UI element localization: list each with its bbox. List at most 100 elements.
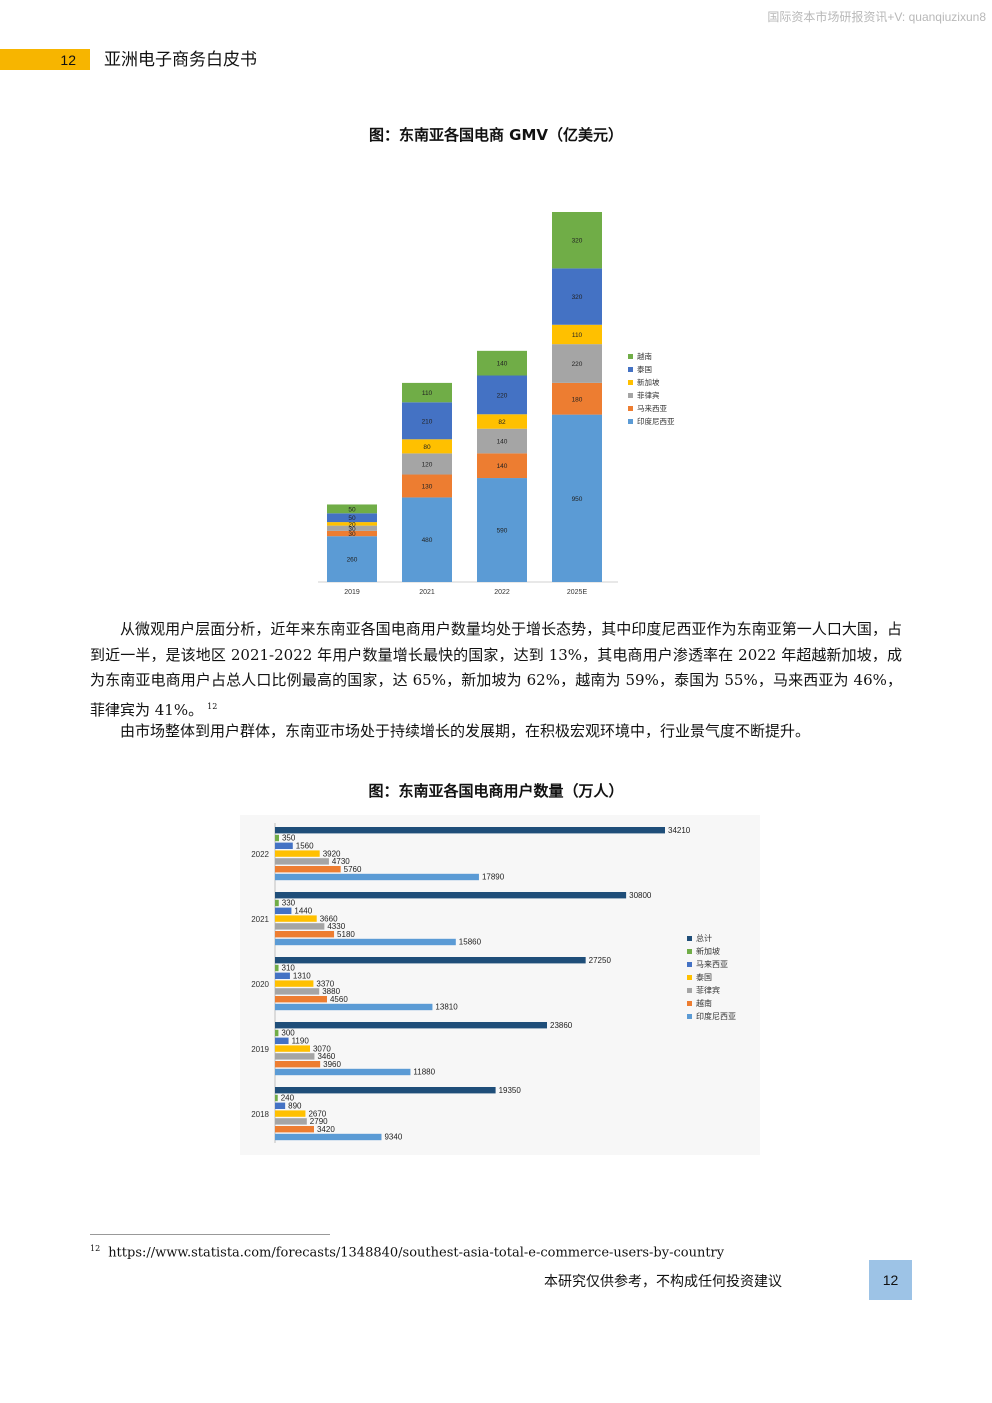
value-label-2020-s5: 4560 [330, 995, 348, 1004]
data-label-2019-s1: 30 [348, 531, 356, 538]
legend-label-5: 印度尼西亚 [637, 416, 675, 426]
value-label-2018-s2: 890 [288, 1102, 302, 1111]
bar-segment-2019-s4 [327, 513, 377, 523]
y-tick-label-2020: 2020 [251, 980, 269, 989]
legend-label-1: 泰国 [637, 364, 652, 374]
bar-2021-s6 [275, 938, 456, 946]
header-title: 亚洲电子商务白皮书 [104, 50, 257, 70]
legend-swatch-4 [628, 406, 633, 411]
bar-2018-s2 [275, 1102, 286, 1109]
value-label-2019-s0: 23860 [550, 1021, 573, 1030]
legend-label-4: 菲律宾 [696, 985, 720, 995]
bar-segment-2025E-s4 [552, 268, 602, 325]
bar-2020-s6 [275, 1003, 433, 1011]
legend-swatch-2 [628, 380, 633, 385]
value-label-2020-s6: 13810 [435, 1003, 458, 1012]
footer-disclaimer: 本研究仅供参考，不构成任何投资建议 [544, 1274, 782, 1290]
value-label-2018-s0: 19350 [499, 1086, 522, 1095]
legend-label-0: 总计 [696, 933, 712, 943]
bar-2021-s5 [275, 931, 335, 938]
bar-segment-2021-s5 [402, 382, 452, 403]
value-label-2019-s2: 1190 [292, 1037, 310, 1046]
data-label-2025E-s0: 950 [572, 496, 583, 503]
bar-2018-s6 [275, 1133, 382, 1141]
bar-2021-s0 [275, 892, 627, 899]
bar-segment-2025E-s3 [552, 324, 602, 345]
legend-label-2: 马来西亚 [696, 960, 728, 969]
legend-label-5: 越南 [696, 998, 712, 1008]
bar-2020-s5 [275, 996, 327, 1003]
value-label-2022-s1: 350 [282, 834, 296, 843]
value-label-2019-s1: 300 [281, 1029, 295, 1038]
bar-2018-s5 [275, 1126, 314, 1133]
value-label-2019-s5: 3960 [323, 1060, 341, 1069]
bar-2019-s5 [275, 1061, 321, 1068]
bar-2021-s4 [275, 923, 325, 930]
value-label-2018-s6: 9340 [384, 1133, 402, 1142]
bar-2019-s2 [275, 1037, 289, 1044]
legend-swatch-1 [628, 367, 633, 372]
legend-label-3: 泰国 [696, 972, 712, 982]
bar-segment-2022-s2 [477, 428, 527, 454]
bar-segment-2025E-s5 [552, 212, 602, 269]
figure2-title: 图：东南亚各国电商用户数量（万人） [368, 782, 624, 800]
bar-segment-2019-s2 [327, 525, 377, 531]
bar-2021-s3 [275, 915, 317, 922]
bar-2018-s1 [275, 1094, 278, 1102]
value-label-2018-s3: 2670 [308, 1109, 326, 1118]
footnote-reference[interactable]: 12 [207, 701, 218, 711]
value-label-2018-s1: 240 [281, 1094, 295, 1103]
y-tick-label-2021: 2021 [251, 915, 269, 924]
footer-page-number: 12 [869, 1260, 912, 1300]
bar-segment-2021-s2 [402, 453, 452, 475]
legend-label-4: 马来西亚 [637, 404, 667, 413]
bar-2020-s2 [275, 972, 290, 979]
bar-2019-s6 [275, 1068, 411, 1076]
watermark: 国际资本市场研报资讯+V: quanqiuzixun8 [767, 10, 986, 24]
legend-label-1: 新加坡 [696, 946, 720, 956]
data-label-2021-s0: 480 [422, 537, 433, 544]
legend-swatch-3 [687, 975, 692, 980]
data-label-2021-s3: 80 [423, 444, 431, 451]
data-label-2019-s3: 20 [348, 521, 356, 528]
data-label-2022-s3: 82 [498, 419, 506, 426]
value-label-2020-s1: 310 [282, 964, 296, 973]
x-tick-label-2019: 2019 [344, 589, 360, 596]
bar-2022-s6 [275, 873, 479, 881]
bar-2020-s0 [275, 957, 586, 964]
value-label-2021-s4: 4330 [327, 922, 345, 931]
value-label-2021-s2: 1440 [294, 907, 312, 916]
data-label-2025E-s5: 320 [572, 238, 583, 245]
bar-segment-2019-s1 [327, 530, 377, 537]
data-label-2022-s0: 590 [497, 528, 508, 535]
value-label-2021-s0: 30800 [629, 891, 652, 900]
data-label-2025E-s1: 180 [572, 396, 583, 403]
bar-segment-2022-s3 [477, 414, 527, 429]
bar-2021-s1 [275, 899, 279, 907]
value-label-2019-s4: 3460 [317, 1052, 335, 1061]
data-label-2019-s2: 30 [348, 526, 356, 533]
legend-swatch-2 [687, 962, 692, 967]
data-label-2021-s4: 210 [422, 418, 433, 425]
footnote-url[interactable]: https://www.statista.com/forecasts/13488… [108, 1245, 725, 1261]
y-tick-label-2019: 2019 [251, 1045, 269, 1054]
bar-2021-s2 [275, 907, 292, 914]
legend-swatch-6 [687, 1014, 692, 1019]
data-label-2021-s2: 120 [422, 461, 433, 468]
bar-segment-2025E-s2 [552, 344, 602, 383]
bar-2019-s1 [275, 1029, 279, 1037]
bar-2022-s0 [275, 827, 665, 834]
footnote-divider [90, 1234, 330, 1235]
gmv-stacked-bar-chart: 2603030205050201948013012080210110202159… [318, 212, 675, 596]
bar-segment-2025E-s1 [552, 382, 602, 415]
bar-segment-2021-s3 [402, 439, 452, 454]
legend-swatch-5 [628, 419, 633, 424]
legend-swatch-4 [687, 988, 692, 993]
paragraph-2: 由市场整体到用户群体，东南亚市场处于持续增长的发展期，在积极宏观环境中，行业景气… [120, 722, 811, 740]
bar-2022-s3 [275, 850, 320, 857]
paragraph-1: 从微观用户层面分析，近年来东南亚各国电商用户数量均处于增长态势，其中印度尼西亚作… [90, 617, 902, 723]
data-label-2025E-s4: 320 [572, 294, 583, 301]
data-label-2021-s5: 110 [422, 390, 433, 397]
bar-2020-s4 [275, 988, 320, 995]
legend-label-2: 新加坡 [637, 377, 660, 387]
